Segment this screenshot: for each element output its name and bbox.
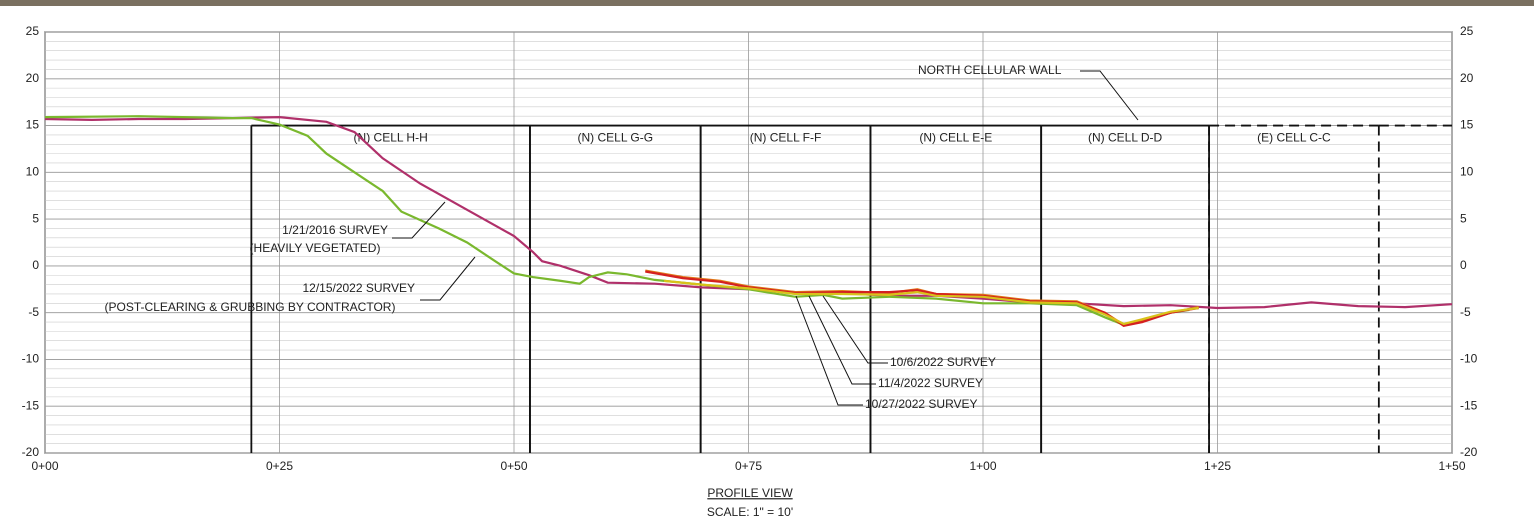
y-tick-label: 15	[26, 118, 40, 132]
y-tick-label: 10	[26, 165, 40, 179]
y-tick-label: -20	[22, 445, 40, 459]
y2-tick-label: 15	[1460, 118, 1474, 132]
y2-tick-label: 10	[1460, 165, 1474, 179]
y2-tick-label: -5	[1460, 305, 1471, 319]
x-tick-label: 0+75	[735, 459, 762, 473]
x-tick-label: 1+50	[1438, 459, 1465, 473]
x-tick-label: 1+25	[1204, 459, 1231, 473]
y-tick-label: -5	[28, 305, 39, 319]
cell-label: (E) CELL C-C	[1257, 131, 1331, 145]
y2-tick-label: -15	[1460, 398, 1478, 412]
leader	[420, 256, 476, 301]
y-tick-label: 25	[26, 24, 40, 38]
leader	[808, 295, 876, 385]
chart-title: PROFILE VIEW	[707, 486, 793, 500]
leader	[392, 201, 446, 239]
series-note: (HEAVILY VEGETATED)	[250, 241, 381, 255]
survey-line	[44, 115, 1190, 326]
survey-line	[663, 279, 1199, 326]
cell-label: (N) CELL G-G	[578, 131, 654, 145]
chart-subtitle: SCALE: 1" = 10'	[707, 505, 793, 519]
cell-label: (N) CELL H-H	[354, 131, 428, 145]
y-tick-label: -15	[22, 398, 40, 412]
series-note: (POST-CLEARING & GRUBBING BY CONTRACTOR)	[105, 300, 396, 314]
y-tick-label: 20	[26, 71, 40, 85]
y2-tick-label: -20	[1460, 445, 1478, 459]
survey-line	[645, 270, 1199, 327]
x-tick-label: 1+00	[969, 459, 996, 473]
series-label: 11/4/2022 SURVEY	[878, 376, 983, 390]
y2-tick-label: 5	[1460, 211, 1467, 225]
series-label: 10/6/2022 SURVEY	[890, 355, 996, 369]
cell-label: (N) CELL F-F	[750, 131, 822, 145]
series-label: 10/27/2022 SURVEY	[865, 397, 978, 411]
cell-label: (N) CELL E-E	[919, 131, 992, 145]
y2-tick-label: 0	[1460, 258, 1467, 272]
survey-line	[44, 115, 1453, 310]
x-tick-label: 0+25	[266, 459, 293, 473]
scan-edge	[0, 0, 1534, 6]
leader	[795, 295, 863, 406]
leader	[822, 295, 888, 364]
x-tick-label: 0+50	[500, 459, 527, 473]
y-tick-label: -10	[22, 352, 40, 366]
cell-label: (N) CELL D-D	[1088, 131, 1163, 145]
y-tick-label: 5	[32, 211, 39, 225]
leader	[1080, 70, 1139, 121]
series-label: 1/21/2016 SURVEY	[282, 223, 388, 237]
x-tick-label: 0+00	[31, 459, 58, 473]
y2-tick-label: -10	[1460, 352, 1478, 366]
y-tick-label: 0	[32, 258, 39, 272]
y2-tick-label: 20	[1460, 71, 1474, 85]
y2-tick-label: 25	[1460, 24, 1474, 38]
wall-label: NORTH CELLULAR WALL	[918, 63, 1062, 77]
series-label: 12/15/2022 SURVEY	[302, 281, 415, 295]
